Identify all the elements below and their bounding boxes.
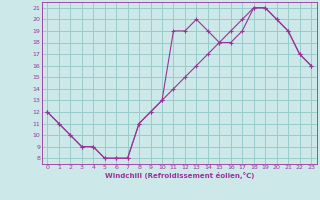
X-axis label: Windchill (Refroidissement éolien,°C): Windchill (Refroidissement éolien,°C) — [105, 172, 254, 179]
